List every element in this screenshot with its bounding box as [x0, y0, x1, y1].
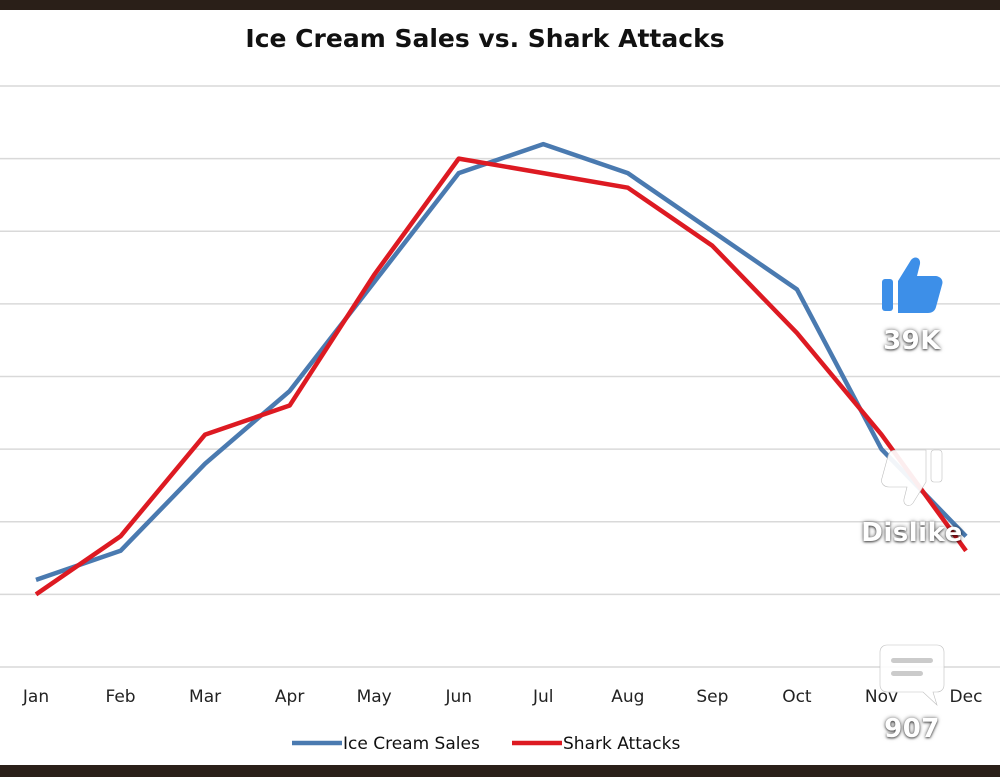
dislike-button[interactable]: Dislike [852, 442, 972, 548]
gridlines [0, 85, 1000, 668]
legend-label: Shark Attacks [563, 734, 680, 754]
series-line-ice-cream-sales [35, 141, 968, 582]
dislike-label: Dislike [861, 518, 963, 548]
x-tick-label: May [357, 687, 392, 707]
line-chart: Ice Cream Sales vs. Shark Attacks Jan Feb… [0, 24, 1000, 754]
comment-button[interactable]: 907 [852, 638, 972, 744]
x-tick-label: Mar [189, 687, 221, 707]
chart-title: Ice Cream Sales vs. Shark Attacks [245, 24, 724, 53]
x-tick-label: Feb [105, 687, 135, 707]
x-tick-label: Dec [950, 687, 983, 707]
x-tick-label: Jul [532, 687, 554, 707]
legend-label: Ice Cream Sales [343, 734, 480, 754]
legend: Ice Cream Sales Shark Attacks [292, 734, 680, 754]
series-lines [34, 141, 968, 597]
x-tick-label: Sep [696, 687, 728, 707]
series-line-shark-attacks [34, 156, 968, 597]
thumbs-up-icon [876, 250, 948, 322]
like-count: 39K [883, 326, 941, 356]
comment-icon [876, 638, 948, 710]
comment-count: 907 [884, 714, 940, 744]
x-tick-label: Jun [444, 687, 472, 707]
x-tick-label: Oct [782, 687, 812, 707]
x-tick-labels: Jan Feb Mar Apr May Jun Jul Aug Sep Oct Nov Dec [22, 687, 983, 707]
like-button[interactable]: 39K [852, 250, 972, 356]
x-tick-label: Apr [275, 687, 304, 707]
thumbs-down-icon [876, 442, 948, 514]
x-tick-label: Jan [22, 687, 49, 707]
chart-container: Ice Cream Sales vs. Shark Attacks Jan Feb… [0, 10, 1000, 765]
x-tick-label: Aug [611, 687, 644, 707]
